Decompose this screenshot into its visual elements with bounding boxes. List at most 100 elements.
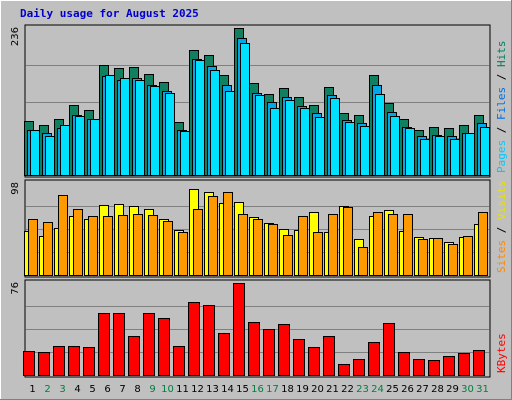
x-tick-label: 30	[461, 384, 474, 395]
x-tick-label: 22	[341, 384, 354, 395]
x-tick-label: 9	[149, 384, 155, 395]
bar-pages-4	[75, 116, 85, 176]
bar-sites-29	[448, 244, 458, 276]
bar-pages-8	[135, 80, 145, 176]
bar-pages-31	[480, 127, 490, 176]
legend-entry: Hits	[495, 41, 508, 68]
bar-kbytes-12	[188, 302, 200, 376]
bar-sites-18	[283, 235, 293, 276]
bar-sites-2	[43, 222, 53, 276]
bar-kbytes-23	[353, 359, 365, 376]
bar-sites-27	[418, 239, 428, 276]
bar-sites-15	[238, 214, 248, 276]
bar-kbytes-17	[263, 329, 275, 376]
x-tick-label: 8	[134, 384, 140, 395]
bar-pages-24	[375, 94, 385, 176]
panel-visits: 98 Sites / Visits	[10, 179, 508, 278]
x-tick-label: 31	[476, 384, 489, 395]
y-max-label: 98	[10, 182, 21, 195]
x-tick-label: 4	[74, 384, 80, 395]
bar-pages-1	[30, 130, 40, 176]
bar-kbytes-20	[308, 347, 320, 376]
legend-entry: /	[495, 120, 508, 140]
bar-pages-11	[180, 131, 190, 176]
x-tick-label: 1	[29, 384, 35, 395]
bar-sites-7	[118, 215, 128, 276]
bar-pages-10	[165, 93, 175, 176]
y-max-label: 76	[10, 282, 21, 295]
bar-kbytes-4	[68, 346, 80, 376]
bar-pages-27	[420, 139, 430, 176]
bar-sites-3	[58, 195, 68, 276]
bar-kbytes-25	[383, 323, 395, 376]
legend-visits: Sites / Visits	[495, 180, 508, 273]
bar-sites-16	[253, 219, 263, 276]
bar-kbytes-29	[443, 356, 455, 376]
x-tick-label: 23	[356, 384, 369, 395]
bar-pages-3	[60, 125, 70, 176]
legend-entry: /	[495, 67, 508, 87]
x-tick-label: 11	[176, 384, 189, 395]
legend-entry: Sites	[495, 240, 508, 273]
bar-pages-18	[285, 100, 295, 176]
bar-kbytes-6	[98, 313, 110, 376]
bar-pages-21	[330, 98, 340, 176]
bar-kbytes-26	[398, 352, 410, 376]
bar-kbytes-15	[233, 283, 245, 376]
bar-pages-26	[405, 128, 415, 176]
x-tick-label: 2	[44, 384, 50, 395]
bar-pages-17	[270, 108, 280, 176]
bar-pages-16	[255, 95, 265, 176]
bar-sites-30	[463, 236, 473, 276]
x-tick-label: 13	[206, 384, 219, 395]
bar-sites-8	[133, 214, 143, 276]
x-tick-label: 19	[296, 384, 309, 395]
bar-pages-9	[150, 86, 160, 176]
bar-sites-26	[403, 214, 413, 276]
x-tick-label: 20	[311, 384, 324, 395]
legend-entry: Visits	[495, 180, 508, 220]
bar-kbytes-28	[428, 360, 440, 376]
x-tick-label: 28	[431, 384, 444, 395]
bar-kbytes-31	[473, 350, 485, 376]
bar-kbytes-9	[143, 313, 155, 376]
bar-sites-24	[373, 212, 383, 276]
bar-pages-2	[45, 136, 55, 176]
bar-kbytes-2	[38, 352, 50, 376]
bar-pages-23	[360, 126, 370, 176]
bar-sites-10	[163, 221, 173, 276]
bar-sites-4	[73, 209, 83, 276]
x-tick-label: 5	[89, 384, 95, 395]
x-tick-label: 16	[251, 384, 264, 395]
bar-sites-20	[313, 232, 323, 276]
bar-sites-22	[343, 207, 353, 276]
bar-kbytes-11	[173, 346, 185, 376]
bar-pages-29	[450, 139, 460, 176]
panel-kbytes: 76 KBytes	[10, 279, 508, 378]
x-tick-label: 24	[371, 384, 384, 395]
panel-hits: 236 Pages / Files / Hits	[10, 24, 508, 178]
bar-pages-12	[195, 60, 205, 176]
bar-sites-5	[88, 216, 98, 276]
x-tick-label: 18	[281, 384, 294, 395]
bar-sites-9	[148, 215, 158, 276]
bar-sites-31	[478, 212, 488, 276]
y-max-label: 236	[10, 27, 21, 46]
bar-sites-1	[28, 219, 38, 276]
legend-entry: Pages	[495, 140, 508, 173]
x-tick-label: 25	[386, 384, 399, 395]
bar-kbytes-19	[293, 339, 305, 376]
bar-pages-7	[120, 78, 130, 176]
bar-pages-28	[435, 136, 445, 176]
bar-pages-20	[315, 117, 325, 176]
legend-entry: /	[495, 220, 508, 240]
bar-pages-13	[210, 70, 220, 176]
legend-kbytes: KBytes	[495, 333, 508, 373]
legend-entry: KBytes	[495, 333, 508, 373]
x-tick-label: 27	[416, 384, 429, 395]
x-tick-label: 26	[401, 384, 414, 395]
bar-kbytes-22	[338, 364, 350, 376]
bar-kbytes-24	[368, 342, 380, 376]
bar-sites-11	[178, 232, 188, 276]
